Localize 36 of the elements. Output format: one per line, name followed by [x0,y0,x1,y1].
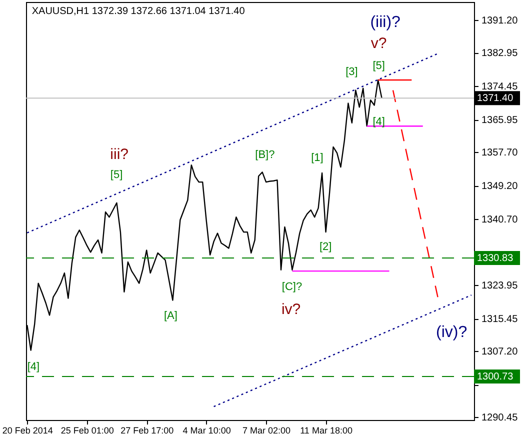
x-tick-label: 27 Feb 17:00 [120,426,174,436]
x-tick-label: 20 Feb 2014 [2,426,53,436]
ref-line-label: 1330.83 [477,252,514,264]
annotation: (iii)? [370,14,401,31]
annotation: [C]? [282,281,302,293]
y-tick-label: 1307.20 [482,346,518,358]
annotation: (iv)? [436,324,468,341]
y-tick-label: 1357.70 [482,148,518,159]
annotation: iv? [281,301,301,318]
y-tick-label: 1382.95 [482,48,518,60]
chart-title: XAUUSD,H1 1372.39 1372.66 1371.04 1371.40 [32,6,246,17]
x-tick-label: 25 Feb 01:00 [60,426,114,436]
x-tick-label: 4 Mar 10:00 [182,426,231,436]
annotation: iii? [110,146,129,163]
annotation: [A] [164,310,178,322]
annotation: [3] [346,66,358,78]
y-tick-label: 1365.95 [482,115,518,126]
ref-line-label: 1371.40 [477,93,514,104]
y-tick-label: 1340.70 [482,214,518,226]
x-tick-label: 7 Mar 02:00 [242,426,291,436]
annotation: [5] [372,60,385,72]
annotation: [4] [27,361,40,373]
annotation: [4] [372,116,385,128]
y-tick-label: 1290.45 [482,412,518,424]
y-tick-label: 1349.20 [482,181,518,192]
annotation: [2] [319,241,332,253]
y-tick-label: 1391.20 [482,16,518,27]
y-tick-label: 1374.45 [482,82,518,93]
annotation: v? [370,35,387,52]
x-tick-label: 11 Mar 18:00 [300,426,352,436]
annotation: [5] [110,169,123,181]
y-tick-label: 1323.95 [482,280,518,292]
annotation: [B]? [255,149,275,161]
y-tick-label: 1315.45 [482,314,518,326]
annotation: [1] [311,152,324,164]
ref-line-label: 1300.73 [477,372,514,383]
